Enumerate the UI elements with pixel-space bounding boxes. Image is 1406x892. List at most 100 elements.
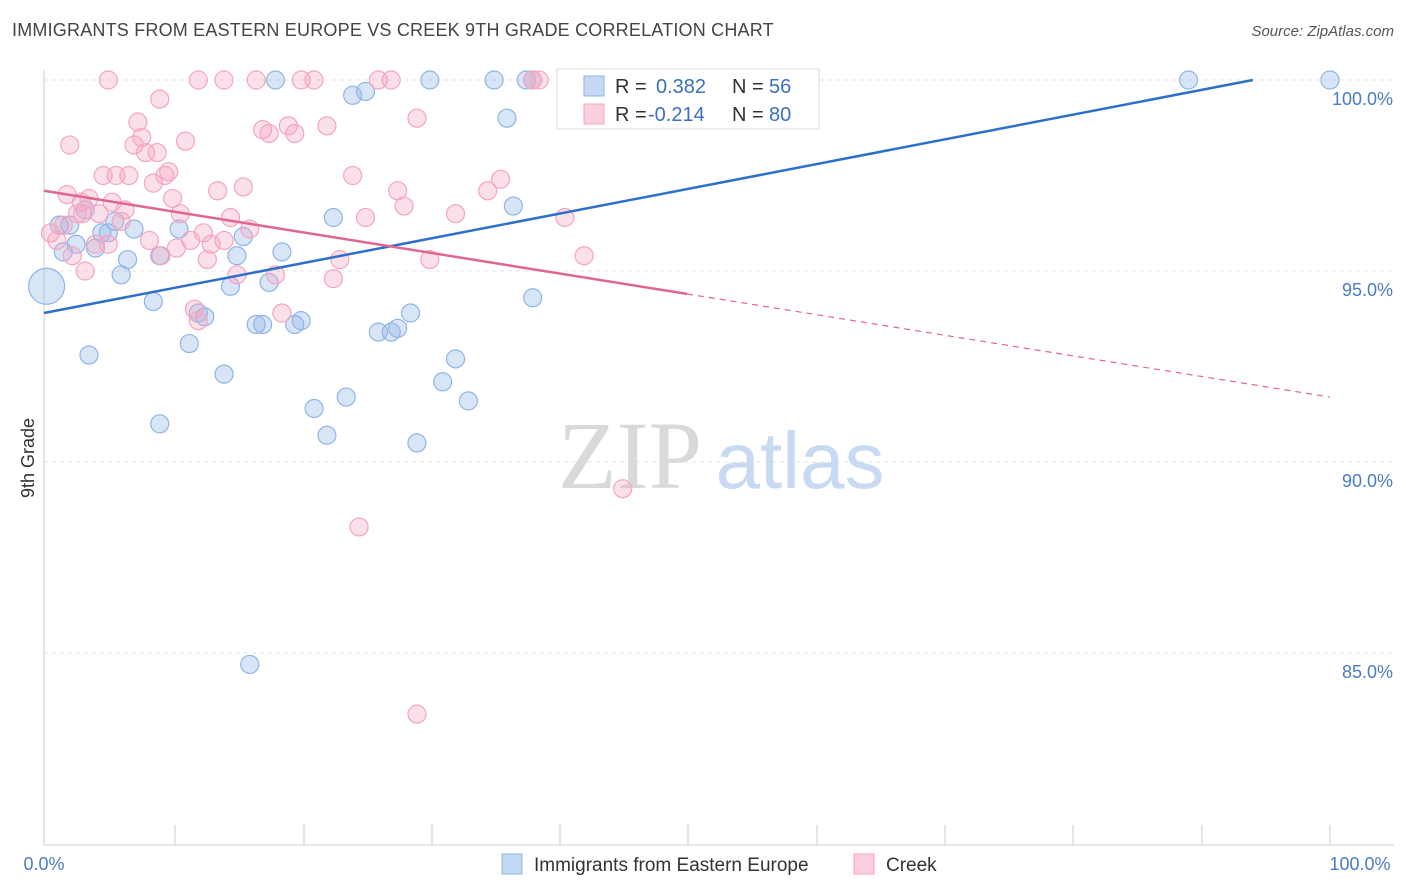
point-eastern-europe — [150, 414, 170, 434]
point-creek — [420, 249, 440, 270]
point-creek — [490, 169, 511, 189]
point-creek — [304, 70, 324, 90]
watermark-atlas: atlas — [716, 416, 885, 505]
point-creek — [111, 211, 131, 231]
point-creek — [407, 108, 427, 128]
y-tick-label: 90.0% — [1342, 471, 1393, 491]
point-creek — [523, 70, 543, 90]
point-creek — [445, 204, 466, 224]
chart-source: Source: ZipAtlas.com — [1251, 23, 1394, 40]
point-eastern-europe — [246, 314, 266, 335]
point-creek — [529, 70, 549, 90]
point-eastern-europe — [214, 364, 234, 384]
x-tick-labels: 0.0% 100.0% — [23, 854, 1390, 874]
point-creek — [574, 246, 594, 266]
point-creek — [214, 70, 234, 90]
watermark-zip: ZIP — [558, 402, 702, 509]
point-creek — [272, 303, 292, 323]
point-creek — [233, 177, 253, 197]
point-creek — [193, 223, 214, 243]
legend-r-label-2: R = — [615, 104, 647, 126]
point-creek — [214, 230, 234, 251]
series-legend: Immigrants from Eastern Europe Creek — [501, 853, 937, 876]
point-creek — [343, 165, 363, 186]
point-creek — [317, 116, 337, 136]
point-creek — [220, 207, 241, 228]
point-eastern-europe — [317, 425, 337, 445]
x-tick-label: 100.0% — [1329, 854, 1390, 874]
point-eastern-europe — [1320, 70, 1340, 90]
point-creek — [208, 181, 228, 201]
point-eastern-europe — [355, 81, 376, 102]
point-creek — [246, 70, 266, 90]
point-creek — [89, 204, 109, 224]
point-eastern-europe — [323, 207, 343, 228]
point-creek — [150, 89, 170, 109]
point-eastern-europe — [1178, 70, 1199, 90]
point-creek — [330, 249, 350, 270]
point-eastern-europe — [272, 242, 292, 262]
point-creek — [323, 269, 343, 289]
point-creek — [188, 70, 208, 90]
point-eastern-europe — [240, 654, 260, 675]
point-creek — [188, 311, 208, 331]
legend-n-value-2: 80 — [769, 104, 791, 126]
watermark: ZIP atlas — [558, 402, 884, 509]
point-eastern-europe — [400, 303, 421, 323]
point-eastern-europe — [92, 223, 112, 243]
point-creek — [201, 234, 221, 254]
series-legend-swatch-blue — [501, 853, 523, 875]
legend-swatch-blue — [583, 75, 605, 97]
point-creek — [159, 162, 179, 182]
point-creek — [53, 215, 73, 235]
trend-line-creek-dashed — [686, 293, 1331, 398]
point-eastern-europe — [98, 223, 118, 243]
point-eastern-europe — [233, 227, 253, 247]
point-eastern-europe — [523, 288, 543, 308]
point-creek — [143, 173, 163, 193]
point-creek — [355, 207, 376, 228]
data-points — [27, 70, 1340, 724]
point-eastern-europe — [117, 249, 138, 270]
point-creek — [147, 142, 167, 163]
point-eastern-europe — [407, 433, 427, 453]
y-tick-label: 95.0% — [1342, 280, 1393, 300]
x-tick-label: 0.0% — [23, 854, 64, 874]
point-eastern-europe — [388, 318, 408, 338]
point-creek — [124, 135, 144, 155]
series-legend-label-1: Immigrants from Eastern Europe — [534, 855, 809, 876]
point-eastern-europe — [27, 267, 66, 305]
point-creek — [98, 234, 118, 254]
point-creek — [184, 299, 205, 319]
point-eastern-europe — [304, 398, 324, 419]
y-tick-labels: 100.0% 95.0% 90.0% 85.0% — [1332, 89, 1393, 682]
legend-swatch-pink — [583, 103, 605, 125]
point-eastern-europe — [259, 272, 279, 293]
point-creek — [278, 116, 298, 136]
point-eastern-europe — [433, 372, 453, 392]
point-eastern-europe — [497, 108, 517, 128]
point-creek — [60, 135, 80, 155]
point-creek — [613, 479, 633, 499]
point-creek — [67, 204, 88, 224]
point-creek — [155, 165, 175, 186]
point-creek — [381, 70, 401, 90]
x-ticks — [174, 825, 1331, 845]
stats-legend: R = 0.382 N = 56 R = -0.214 N = 80 — [556, 68, 820, 130]
point-eastern-europe — [179, 333, 199, 354]
point-eastern-europe — [227, 246, 247, 266]
point-creek — [478, 181, 498, 201]
axes — [43, 70, 1394, 846]
legend-r-label-1: R = — [615, 76, 647, 98]
point-creek — [62, 246, 82, 266]
y-tick-label: 85.0% — [1342, 662, 1393, 682]
point-eastern-europe — [445, 349, 466, 369]
legend-n-value-1: 56 — [769, 76, 791, 98]
legend-n-label-2: N = — [732, 104, 764, 126]
point-creek — [259, 123, 279, 144]
point-creek — [72, 204, 93, 224]
point-creek — [98, 70, 118, 90]
trend-line-creek — [43, 189, 688, 296]
chart-title: IMMIGRANTS FROM EASTERN EUROPE VS CREEK … — [12, 20, 774, 40]
